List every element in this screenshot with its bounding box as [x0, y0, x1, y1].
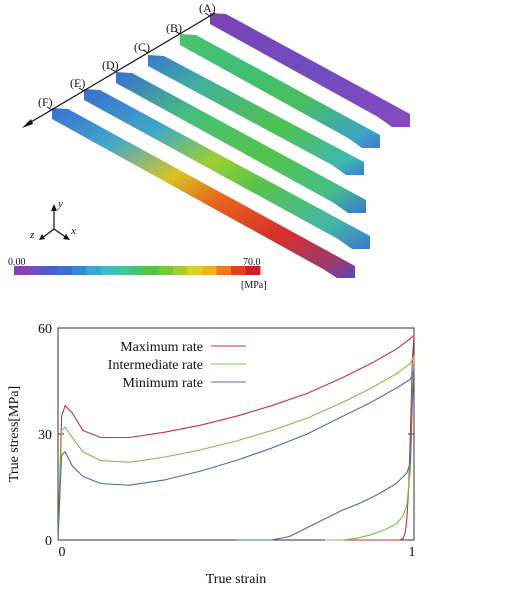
- colorbar: [14, 266, 261, 275]
- y-tick-label: 60: [38, 322, 52, 337]
- series-line-1: [57, 334, 415, 541]
- x-tick-label: 1: [409, 545, 416, 560]
- colorbar-min-label: 0.00: [8, 257, 26, 268]
- triad-label-y: y: [57, 198, 63, 210]
- legend-label: Maximum rate: [120, 340, 203, 355]
- colorbar-segment: [86, 266, 102, 275]
- colorbar-segment: [14, 266, 29, 275]
- colorbar-unit-label: [MPa]: [241, 280, 267, 291]
- specimen-panel: (A) (B) (C) (D) (E) (F) y z x 0.00 70.0 …: [8, 1, 410, 291]
- colorbar-segment: [158, 266, 174, 275]
- specimen-label-e: (E): [70, 76, 85, 90]
- colorbar-segment: [202, 266, 217, 275]
- legend: Maximum rate Intermediate rate Minimum rat…: [108, 340, 246, 391]
- legend-label: Minimum rate: [123, 376, 204, 391]
- triad-label-x: x: [70, 225, 76, 237]
- label-axis-line: [25, 12, 216, 126]
- colorbar-segment: [231, 266, 246, 275]
- series-line-2: [57, 355, 415, 541]
- x-tick-label: 0: [59, 545, 66, 560]
- specimen-label-d: (D): [102, 58, 119, 72]
- triad-label-z: z: [29, 229, 35, 241]
- colorbar-segment: [216, 266, 232, 275]
- triad-z-arrowhead: [39, 234, 45, 240]
- specimen-label-f: (F): [38, 95, 53, 109]
- specimen-f: [52, 108, 355, 278]
- colorbar-segment: [245, 266, 261, 275]
- coordinate-triad: [41, 209, 68, 239]
- label-axis-arrowhead: [22, 119, 33, 128]
- specimen-label-b: (B): [166, 21, 182, 35]
- x-axis-label: True strain: [206, 572, 267, 587]
- stress-strain-chart: 0 30 60 0 1 Maximum rate Intermediate rate Min…: [7, 322, 416, 587]
- triad-y-arrowhead: [51, 204, 57, 211]
- colorbar-segment: [28, 266, 44, 275]
- specimen-d: [116, 72, 366, 213]
- specimen-label-a: (A): [199, 1, 216, 15]
- series-lines: [57, 334, 415, 541]
- colorbar-segment: [187, 266, 203, 275]
- legend-label: Intermediate rate: [108, 358, 203, 373]
- colorbar-segment: [100, 266, 116, 275]
- tick-labels: 0 30 60 0 1: [38, 322, 416, 560]
- colorbar-max-label: 70.0: [243, 257, 261, 268]
- specimen-e: [84, 89, 370, 249]
- y-axis-label: True stress[MPa]: [7, 386, 22, 482]
- colorbar-segment: [144, 266, 160, 275]
- colorbar-segment: [115, 266, 131, 275]
- y-tick-label: 0: [45, 534, 52, 549]
- axis-ticks: [57, 327, 415, 541]
- triad-x-arrowhead: [63, 234, 70, 240]
- y-tick-label: 30: [38, 428, 52, 443]
- specimen-label-c: (C): [134, 40, 150, 54]
- specimen-c: [148, 55, 364, 175]
- specimen-a: [210, 13, 410, 127]
- colorbar-segment: [71, 266, 87, 275]
- colorbar-segment: [57, 266, 73, 275]
- colorbar-segment: [42, 266, 58, 275]
- series-line-3: [57, 369, 415, 541]
- specimen-b: [180, 34, 380, 148]
- label-axis-ticks: [46, 12, 211, 111]
- colorbar-segment: [129, 266, 145, 275]
- colorbar-segment: [173, 266, 189, 275]
